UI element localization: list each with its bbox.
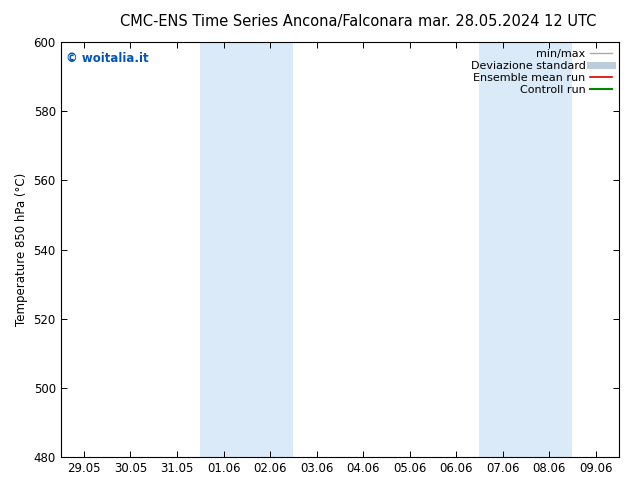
Text: CMC-ENS Time Series Ancona/Falconara: CMC-ENS Time Series Ancona/Falconara bbox=[120, 14, 413, 29]
Legend: min/max, Deviazione standard, Ensemble mean run, Controll run: min/max, Deviazione standard, Ensemble m… bbox=[467, 44, 617, 100]
Bar bbox=[200, 42, 294, 457]
Bar bbox=[479, 42, 573, 457]
Y-axis label: Temperature 850 hPa (°C): Temperature 850 hPa (°C) bbox=[15, 173, 28, 326]
Text: © woitalia.it: © woitalia.it bbox=[66, 52, 149, 66]
Text: mar. 28.05.2024 12 UTC: mar. 28.05.2024 12 UTC bbox=[418, 14, 597, 29]
